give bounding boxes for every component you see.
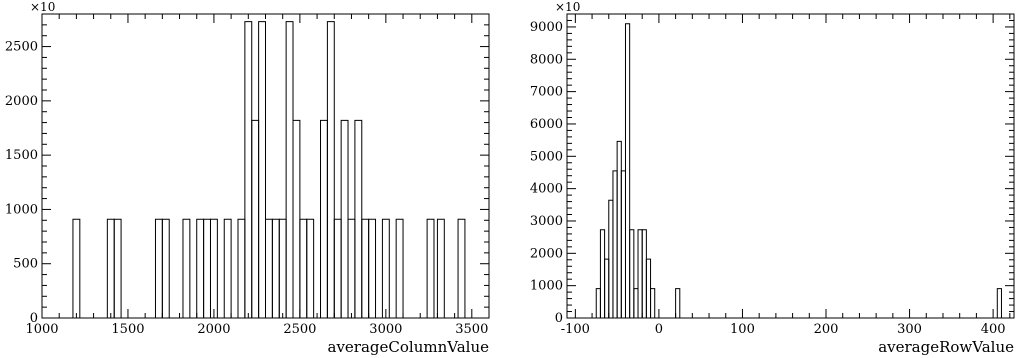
histogram-bin: [106, 218, 115, 318]
x-tick-label: 300: [897, 322, 922, 337]
x-tick-label: -100: [561, 322, 590, 337]
histogram-bin: [637, 229, 643, 318]
x-tick-label: 0: [655, 322, 663, 337]
histogram-bin: [326, 21, 335, 318]
y-tick-label: 0: [555, 311, 563, 326]
histogram-bin: [237, 218, 246, 318]
histogram-bin: [361, 218, 370, 318]
histogram-panel-row: -100 0 100 200 300 40001000200030004000500060…: [530, 0, 1015, 356]
histogram-bin: [333, 218, 342, 318]
y-tick-label: 1000: [530, 279, 563, 294]
histogram-bin: [244, 21, 253, 318]
histogram-bin: [624, 23, 631, 318]
histogram-bin: [285, 21, 294, 318]
histogram-bin: [265, 218, 273, 318]
histogram-bin: [595, 288, 601, 318]
histogram-bin: [650, 288, 656, 318]
histogram-bin: [354, 119, 363, 318]
y-tick-label: 1500: [5, 148, 38, 163]
histogram-bin: [633, 288, 639, 318]
plot-frame: [566, 13, 1015, 319]
y-tick-label: 2000: [5, 94, 38, 109]
histogram-bin: [426, 218, 435, 318]
histogram-bin: [209, 218, 218, 318]
histogram-bin: [72, 218, 81, 318]
y-tick-label: 1000: [5, 202, 38, 217]
y-tick-label: 5000: [530, 149, 563, 164]
histogram-bin: [278, 218, 287, 318]
x-tick-label: 1000: [25, 322, 58, 337]
histogram-bin: [182, 218, 191, 318]
histogram-bin: [616, 140, 622, 318]
x-axis-title: averageRowValue: [878, 338, 1014, 356]
y-multiplier-label: ×10: [30, 0, 55, 14]
histogram-bin: [457, 218, 466, 318]
histogram-bin: [251, 119, 260, 318]
x-axis-title: averageColumnValue: [328, 338, 490, 356]
y-multiplier-label: ×10: [555, 0, 580, 14]
histogram-bin: [675, 288, 681, 318]
histogram-bin: [368, 218, 377, 318]
histogram-bin: [320, 119, 328, 318]
histogram-bin: [347, 218, 356, 318]
x-tick-label: 200: [814, 322, 839, 337]
histogram-bin: [612, 170, 618, 318]
histogram-bin: [599, 229, 606, 318]
x-tick-label: 2500: [283, 322, 316, 337]
y-tick-label: 500: [13, 257, 38, 272]
y-tick-label: 4000: [530, 182, 563, 197]
histogram-bin: [604, 258, 610, 318]
x-tick-label: 100: [730, 322, 755, 337]
histogram-bin: [996, 288, 1002, 318]
histogram-bin: [629, 229, 635, 318]
histogram-panel-column: 1000 1500 2000 2500 3000 3500 0 500 1000 1500 2000…: [5, 0, 490, 356]
y-tick-label: 7000: [530, 85, 563, 100]
y-tick-label: 8000: [530, 52, 563, 67]
histogram-bin: [395, 218, 404, 318]
histogram-bin: [620, 170, 626, 318]
histogram-bin: [340, 119, 349, 318]
y-tick-label: 2500: [5, 40, 38, 55]
histogram-bin: [161, 218, 170, 318]
y-tick-label: 3000: [530, 214, 563, 229]
histogram-bin: [223, 218, 232, 318]
histogram-bin: [306, 218, 315, 318]
x-tick-label: 3500: [455, 322, 488, 337]
x-tick-label: 1500: [111, 322, 144, 337]
y-tick-label: 6000: [530, 117, 563, 132]
histogram-bin: [608, 199, 614, 318]
histogram-bin: [154, 218, 163, 318]
histogram-bin: [381, 218, 390, 318]
y-tick-label: 9000: [530, 20, 563, 35]
histogram-bin: [258, 21, 266, 318]
y-tick-label: 2000: [530, 246, 563, 261]
histogram-bin: [645, 258, 652, 318]
histogram-bin: [196, 218, 205, 318]
x-tick-label: 2000: [197, 322, 230, 337]
histogram-bin: [203, 218, 211, 318]
x-tick-label: 400: [981, 322, 1006, 337]
histogram-bin: [113, 218, 122, 318]
y-tick-label: 0: [30, 311, 38, 326]
histogram-bin: [436, 218, 445, 318]
x-tick-label: 3000: [369, 322, 402, 337]
histogram-bin: [299, 218, 308, 318]
histogram-bin: [292, 119, 301, 318]
histogram-bin: [641, 229, 647, 318]
histogram-bin: [271, 218, 280, 318]
